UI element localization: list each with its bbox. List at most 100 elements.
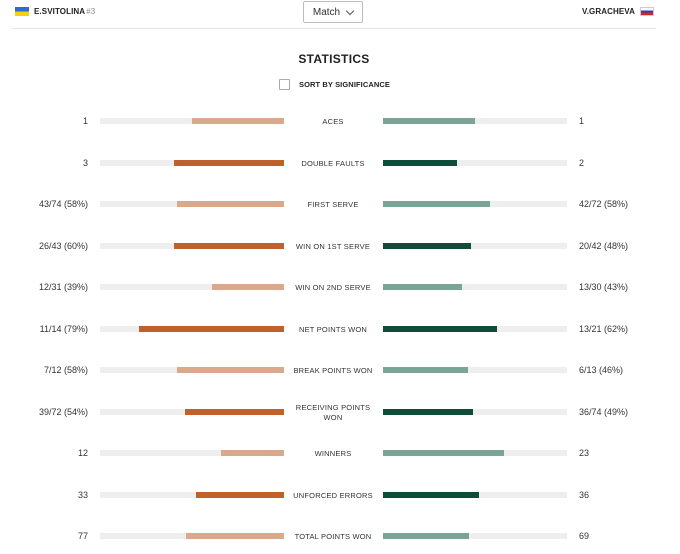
stat-bar-fill-player1 bbox=[185, 409, 284, 415]
stat-bar-player1 bbox=[100, 118, 284, 124]
match-select-value: Match bbox=[312, 6, 341, 18]
stat-value-player2: 6/13 (46%) bbox=[579, 365, 624, 375]
stat-row: 39/72 (54%) RECEIVING POINTS WON 36/74 (49… bbox=[0, 402, 680, 422]
stat-value-player1: 77 bbox=[77, 531, 88, 541]
stat-bar-fill-player1 bbox=[212, 284, 284, 290]
stat-row: 12/31 (39%) WIN ON 2ND SERVE 13/30 (43%) bbox=[0, 277, 680, 297]
stat-row: 77 TOTAL POINTS WON 69 bbox=[0, 526, 680, 546]
sort-label: SORT BY SIGNIFICANCE bbox=[299, 80, 391, 89]
stat-bar-fill-player2 bbox=[383, 118, 475, 124]
header-divider bbox=[12, 28, 656, 29]
page-title: STATISTICS bbox=[298, 52, 370, 66]
stat-value-player2: 13/21 (62%) bbox=[579, 324, 629, 334]
stat-bar-fill-player2 bbox=[383, 533, 469, 539]
stat-bar-player2 bbox=[383, 243, 567, 249]
stat-value-player2: 13/30 (43%) bbox=[579, 282, 629, 292]
stat-bar-player2 bbox=[383, 409, 567, 415]
chevron-down-icon bbox=[345, 6, 355, 15]
stat-bar-fill-player1 bbox=[177, 201, 284, 207]
stat-value-player2: 23 bbox=[579, 448, 590, 458]
stat-value-player1: 1 bbox=[82, 116, 88, 126]
stat-label: WIN ON 1ST SERVE bbox=[295, 242, 371, 251]
ukraine-flag-icon bbox=[15, 7, 29, 16]
stat-row: 43/74 (58%) FIRST SERVE 42/72 (58%) bbox=[0, 194, 680, 214]
stat-bar-fill-player2 bbox=[383, 201, 490, 207]
player1-name: E.SVITOLINA bbox=[34, 7, 86, 16]
stat-bar-player1 bbox=[100, 326, 284, 332]
stat-value-player1: 11/14 (79%) bbox=[39, 324, 88, 334]
sort-toggle[interactable]: SORT BY SIGNIFICANCE bbox=[279, 79, 390, 90]
stat-value-player2: 69 bbox=[579, 531, 590, 541]
stat-bar-player2 bbox=[383, 201, 567, 207]
stat-bar-player2 bbox=[383, 450, 567, 456]
stat-bar-player2 bbox=[383, 326, 567, 332]
stat-label: FIRST SERVE bbox=[307, 200, 359, 209]
stat-bar-fill-player2 bbox=[383, 450, 504, 456]
stat-bar-fill-player2 bbox=[383, 160, 457, 166]
stat-label: UNFORCED ERRORS bbox=[293, 491, 373, 500]
stat-row: 3 DOUBLE FAULTS 2 bbox=[0, 153, 680, 173]
stat-value-player2: 20/42 (48%) bbox=[579, 241, 629, 251]
stat-bar-fill-player2 bbox=[383, 409, 473, 415]
stat-bar-fill-player1 bbox=[177, 367, 284, 373]
stat-label: TOTAL POINTS WON bbox=[294, 532, 372, 541]
stat-bar-player1 bbox=[100, 201, 284, 207]
stat-value-player1: 3 bbox=[82, 158, 88, 168]
stat-bar-player2 bbox=[383, 160, 567, 166]
stat-bar-player2 bbox=[383, 367, 567, 373]
player1-info: E.SVITOLINA #3 bbox=[15, 7, 95, 16]
stat-bar-player2 bbox=[383, 284, 567, 290]
stat-label: WIN ON 2ND SERVE bbox=[295, 283, 371, 292]
stat-label: DOUBLE FAULTS bbox=[301, 159, 365, 168]
stat-bar-player2 bbox=[383, 492, 567, 498]
match-header: E.SVITOLINA #3 Match V.GRACHEVA bbox=[0, 0, 680, 28]
stat-value-player2: 42/72 (58%) bbox=[579, 199, 629, 209]
sort-checkbox[interactable] bbox=[279, 79, 290, 90]
stat-label: ACES bbox=[322, 117, 344, 126]
stat-bar-fill-player1 bbox=[139, 326, 284, 332]
stat-value-player1: 7/12 (58%) bbox=[43, 365, 88, 375]
stat-label: WINNERS bbox=[314, 449, 352, 458]
stat-bar-fill-player2 bbox=[383, 243, 471, 249]
stat-row: 33 UNFORCED ERRORS 36 bbox=[0, 485, 680, 505]
stat-bar-player1 bbox=[100, 492, 284, 498]
stat-row: 11/14 (79%) NET POINTS WON 13/21 (62%) bbox=[0, 319, 680, 339]
stat-value-player1: 12/31 (39%) bbox=[38, 282, 88, 292]
stat-value-player1: 26/43 (60%) bbox=[38, 241, 88, 251]
stat-value-player2: 36/74 (49%) bbox=[579, 407, 629, 417]
match-period-select[interactable]: Match bbox=[303, 1, 363, 23]
stat-bar-fill-player2 bbox=[383, 367, 468, 373]
stat-value-player1: 12 bbox=[77, 448, 88, 458]
stat-label: RECEIVING POINTS WON bbox=[295, 403, 371, 422]
stat-label: NET POINTS WON bbox=[298, 325, 368, 334]
stat-bar-fill-player2 bbox=[383, 284, 462, 290]
stat-value-player1: 43/74 (58%) bbox=[38, 199, 88, 209]
stat-bar-player1 bbox=[100, 367, 284, 373]
stat-bar-player1 bbox=[100, 409, 284, 415]
stat-bar-fill-player1 bbox=[186, 533, 284, 539]
stat-value-player2: 1 bbox=[579, 116, 585, 126]
stat-label: BREAK POINTS WON bbox=[293, 366, 373, 375]
stat-bar-fill-player1 bbox=[174, 160, 284, 166]
stat-bar-fill-player2 bbox=[383, 326, 497, 332]
stat-bar-player1 bbox=[100, 533, 284, 539]
stat-bar-fill-player2 bbox=[383, 492, 479, 498]
stat-row: 1 ACES 1 bbox=[0, 111, 680, 131]
stat-bar-fill-player1 bbox=[196, 492, 284, 498]
stat-bar-player1 bbox=[100, 160, 284, 166]
stat-bar-player2 bbox=[383, 533, 567, 539]
stat-bar-fill-player1 bbox=[221, 450, 284, 456]
stat-row: 12 WINNERS 23 bbox=[0, 443, 680, 463]
russia-flag-icon bbox=[640, 7, 655, 16]
stat-bar-fill-player1 bbox=[192, 118, 284, 124]
stat-bar-player1 bbox=[100, 243, 284, 249]
stat-value-player1: 39/72 (54%) bbox=[38, 407, 88, 417]
stat-bar-player2 bbox=[383, 118, 567, 124]
stat-bar-fill-player1 bbox=[174, 243, 284, 249]
stat-value-player2: 36 bbox=[579, 490, 590, 500]
stat-value-player2: 2 bbox=[579, 158, 585, 168]
stat-bar-player1 bbox=[100, 284, 284, 290]
stat-row: 26/43 (60%) WIN ON 1ST SERVE 20/42 (48%) bbox=[0, 236, 680, 256]
player1-seed: #3 bbox=[86, 7, 96, 16]
player2-info: V.GRACHEVA bbox=[582, 7, 655, 16]
